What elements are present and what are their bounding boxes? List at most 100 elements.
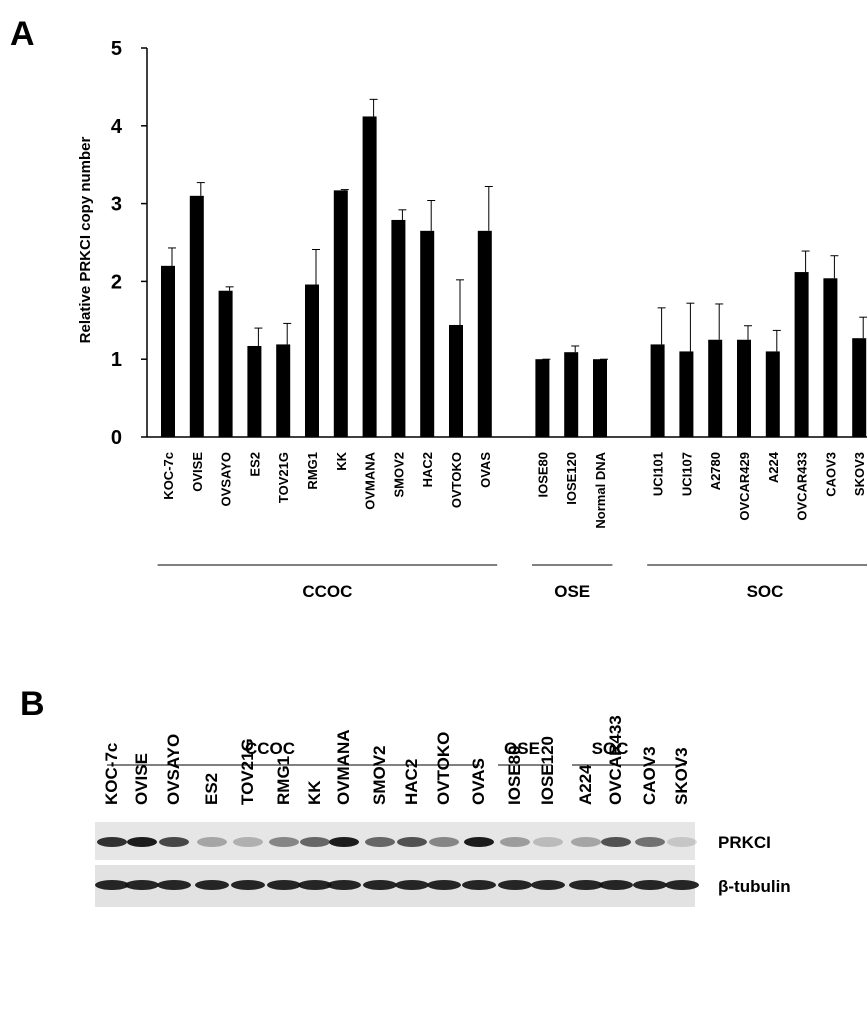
x-tick-label: OVCAR429	[737, 452, 752, 521]
bar	[391, 220, 405, 437]
lane-label: OVCAR433	[606, 715, 625, 805]
band	[197, 837, 227, 847]
x-tick-label: OVCAR433	[795, 452, 810, 521]
band	[665, 880, 699, 890]
x-tick-label: IOSE120	[564, 452, 579, 505]
band	[464, 837, 494, 847]
band	[599, 880, 633, 890]
bar	[852, 338, 866, 437]
lane-label: OVAS	[469, 758, 488, 805]
x-tick-label: OVMANA	[363, 451, 378, 509]
band	[159, 837, 189, 847]
bar	[449, 325, 463, 437]
y-tick-label: 5	[111, 38, 122, 60]
bar	[363, 116, 377, 437]
band	[429, 837, 459, 847]
lane-label: HAC2	[402, 759, 421, 805]
lane-label: TOV21G	[238, 738, 257, 805]
band	[269, 837, 299, 847]
bar	[535, 359, 549, 437]
band	[498, 880, 532, 890]
x-tick-label: TOV21G	[276, 452, 291, 503]
lane-label: IOSE80	[505, 745, 524, 805]
band	[365, 837, 395, 847]
band	[667, 837, 697, 847]
bar	[795, 272, 809, 437]
band	[127, 837, 157, 847]
bar	[766, 351, 780, 437]
lane-label: SMOV2	[370, 745, 389, 805]
blot	[95, 822, 695, 907]
band	[329, 837, 359, 847]
band	[601, 837, 631, 847]
band	[298, 880, 332, 890]
bar	[679, 351, 693, 437]
y-axis-label: Relative PRKCI copy number	[77, 136, 94, 343]
band	[125, 880, 159, 890]
band	[462, 880, 496, 890]
x-tick-label: OVTOKO	[449, 452, 464, 508]
band	[571, 837, 601, 847]
bar	[823, 278, 837, 437]
lane-label: KK	[305, 780, 324, 805]
bar	[737, 340, 751, 437]
band	[267, 880, 301, 890]
y-tick-label: 1	[111, 349, 122, 371]
band	[95, 880, 129, 890]
band	[327, 880, 361, 890]
x-tick-label: SKOV3	[852, 452, 867, 496]
x-tick-label: OVISE	[190, 452, 205, 492]
panel-label: A	[10, 15, 35, 53]
lane-label: IOSE120	[538, 736, 557, 805]
band	[397, 837, 427, 847]
bar	[219, 291, 233, 437]
bar	[593, 359, 607, 437]
x-tick-label: SMOV2	[391, 452, 406, 498]
group-label: SOC	[747, 582, 784, 601]
group-label: CCOC	[302, 582, 352, 601]
lane-label: SKOV3	[672, 747, 691, 805]
x-tick-label: OVAS	[478, 452, 493, 488]
y-tick-label: 2	[111, 271, 122, 293]
x-tick-label: KOC-7c	[161, 452, 176, 500]
x-tick-label: Normal DNA	[593, 451, 608, 528]
x-tick-label: UCI107	[679, 452, 694, 496]
y-tick-label: 4	[111, 116, 123, 138]
band	[157, 880, 191, 890]
x-tick-label: ES2	[247, 452, 262, 477]
bar	[651, 344, 665, 437]
bar	[334, 190, 348, 437]
band	[533, 837, 563, 847]
lane-label: RMG1	[274, 756, 293, 805]
x-tick-label: IOSE80	[535, 452, 550, 498]
bar	[276, 344, 290, 437]
band	[633, 880, 667, 890]
bar	[247, 346, 261, 437]
lane-label: KOC-7c	[102, 743, 121, 805]
x-tick-label: A2780	[708, 452, 723, 490]
band	[395, 880, 429, 890]
band	[300, 837, 330, 847]
bar	[161, 266, 175, 437]
y-tick-label: 0	[111, 427, 122, 449]
y-tick-label: 3	[111, 194, 122, 216]
bar	[478, 231, 492, 437]
figure: A B Relative PRKCI copy number 0 1 2 3 4 5 KOC…	[0, 0, 867, 1009]
band	[195, 880, 229, 890]
lane-label: A224	[576, 764, 595, 805]
panel-label: B	[20, 685, 45, 723]
band	[363, 880, 397, 890]
bar	[190, 196, 204, 437]
band	[569, 880, 603, 890]
x-tick-label: KK	[334, 451, 349, 470]
bar	[564, 352, 578, 437]
row-label: PRKCI	[718, 833, 771, 852]
band	[427, 880, 461, 890]
band	[97, 837, 127, 847]
x-tick-label: OVSAYO	[219, 452, 234, 506]
x-tick-label: CAOV3	[823, 452, 838, 497]
band	[233, 837, 263, 847]
bar	[420, 231, 434, 437]
bar	[305, 285, 319, 437]
band	[531, 880, 565, 890]
